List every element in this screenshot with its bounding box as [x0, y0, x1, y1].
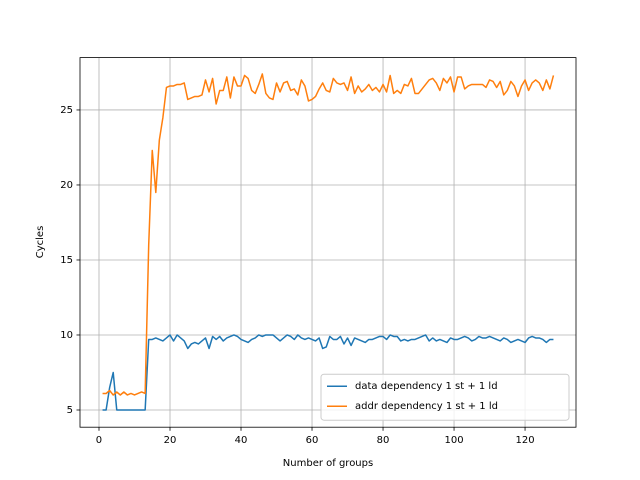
y-tick-label: 5 — [67, 405, 73, 416]
x-tick-label: 0 — [96, 435, 102, 446]
x-tick-label: 120 — [516, 435, 535, 446]
y-tick-label: 25 — [60, 105, 73, 116]
y-tick-label: 10 — [60, 330, 73, 341]
x-tick-label: 20 — [164, 435, 177, 446]
x-tick-label: 40 — [235, 435, 248, 446]
y-tick-label: 20 — [60, 180, 73, 191]
y-axis-label: Cycles — [35, 226, 46, 259]
plot-frame — [79, 57, 577, 428]
x-axis-label: Number of groups — [283, 458, 373, 469]
legend-box — [320, 373, 570, 421]
x-tick-label: 100 — [444, 435, 463, 446]
x-tick-label: 80 — [377, 435, 390, 446]
legend: data dependency 1 st + 1 ld addr dependen… — [320, 373, 570, 421]
y-tick-label: 15 — [60, 255, 73, 266]
legend-label: data dependency 1 st + 1 ld — [355, 381, 498, 392]
x-tick-label: 60 — [306, 435, 319, 446]
legend-label: addr dependency 1 st + 1 ld — [355, 401, 498, 412]
series-line — [102, 73, 555, 396]
series-line — [102, 334, 554, 411]
